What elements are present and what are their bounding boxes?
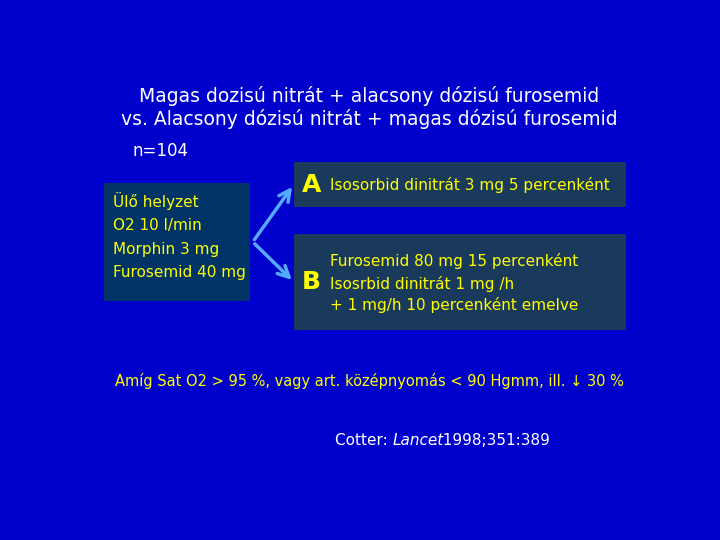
- Text: + 1 mg/h 10 percenként emelve: + 1 mg/h 10 percenként emelve: [330, 298, 579, 313]
- Text: Cotter:: Cotter:: [335, 433, 392, 448]
- Text: B: B: [302, 270, 320, 294]
- Text: . 1998;351:389: . 1998;351:389: [433, 433, 549, 448]
- Text: n=104: n=104: [132, 142, 189, 160]
- Text: vs. Alacsony dózisú nitrát + magas dózisú furosemid: vs. Alacsony dózisú nitrát + magas dózis…: [121, 110, 617, 130]
- FancyBboxPatch shape: [294, 234, 626, 330]
- Text: Amíg Sat O2 > 95 %, vagy art. középnyomás < 90 Hgmm, ill. ↓ 30 %: Amíg Sat O2 > 95 %, vagy art. középnyomá…: [114, 373, 624, 389]
- FancyBboxPatch shape: [104, 183, 251, 301]
- Text: A: A: [302, 173, 321, 197]
- Text: Isosorbid dinitrát 3 mg 5 percenként: Isosorbid dinitrát 3 mg 5 percenként: [330, 177, 610, 193]
- Text: Isosrbid dinitrát 1 mg /h: Isosrbid dinitrát 1 mg /h: [330, 276, 514, 292]
- Text: Ülő helyzet
O2 10 l/min
Morphin 3 mg
Furosemid 40 mg: Ülő helyzet O2 10 l/min Morphin 3 mg Fur…: [113, 192, 246, 280]
- Text: Lancet: Lancet: [392, 433, 444, 448]
- Text: Magas dozisú nitrát + alacsony dózisú furosemid: Magas dozisú nitrát + alacsony dózisú fu…: [139, 86, 599, 106]
- Text: Furosemid 80 mg 15 percenként: Furosemid 80 mg 15 percenként: [330, 253, 578, 269]
- FancyBboxPatch shape: [294, 162, 626, 207]
